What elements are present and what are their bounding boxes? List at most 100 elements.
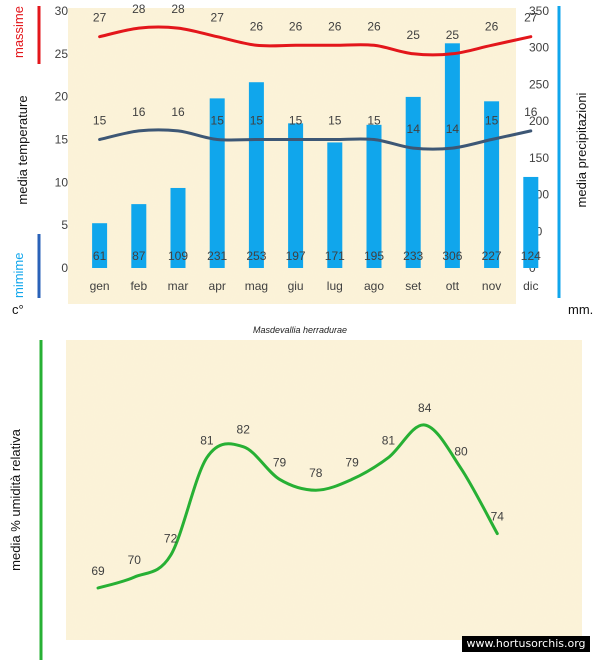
temperature-tick-label: 30 [55,4,69,18]
temperature-tick-label: 25 [55,47,69,61]
month-labels: gen feb mar apr mag giu lug ago set ott nov dic [90,279,539,293]
precip-bar-label: 87 [132,249,146,263]
humidity-label: 72 [164,531,178,545]
min-temperature-label: 15 [328,114,342,128]
min-temperature-label: 16 [524,105,538,119]
precipitation-bars [92,43,539,269]
min-temperature-label: 15 [367,114,381,128]
humidity-label: 74 [491,510,505,524]
humidity-label: 78 [309,466,323,480]
temperature-labels: 27 28 28 27 26 26 26 26 25 25 26 27 15 16 16 15 15 15 15 15… [93,2,538,136]
precip-bar-label: 227 [482,249,502,263]
month-label: ott [446,279,460,293]
precip-bar-label: 231 [207,249,227,263]
min-temperature-label: 15 [485,114,499,128]
temperature-tick-label: 20 [55,90,69,104]
max-temperature-label: 26 [250,19,264,33]
min-temperature-label: 15 [93,114,107,128]
humidity-label: 82 [237,423,251,437]
month-label: nov [482,279,501,293]
temperature-tick-label: 0 [61,261,68,275]
humidity-label: 80 [454,444,468,458]
chart-title: Masdevallia herradurae [253,325,347,335]
temperature-unit: c° [12,302,24,317]
precip-bar-label: 61 [93,249,107,263]
precip-bar-label: 233 [403,249,423,263]
temperature-axis-ticks: 0 5 10 15 20 25 30 [55,4,69,275]
temperature-axis-title: media temperature [15,95,30,204]
humidity-label: 79 [273,455,287,469]
min-temperature-label: 15 [289,114,303,128]
precip-tick-label: 300 [529,41,549,55]
max-temperature-label: 26 [485,19,499,33]
precip-tick-label: 200 [529,114,549,128]
min-temperature-label: 16 [171,105,185,119]
humidity-label: 69 [91,564,105,578]
precip-bar-label: 171 [325,249,345,263]
min-temperature-line [98,128,533,151]
precip-tick-label: 350 [529,4,549,18]
temperature-tick-label: 10 [55,175,69,189]
humidity-line [96,423,499,590]
precip-unit: mm. [568,302,593,317]
month-label: giu [288,279,304,293]
humidity-label: 81 [382,434,396,448]
month-label: mar [168,279,189,293]
humidity-label: 79 [345,455,359,469]
max-temperature-label: 26 [289,19,303,33]
month-label: apr [209,279,226,293]
precip-tick-label: 250 [529,77,549,91]
precip-bar [131,204,147,268]
temperature-tick-label: 15 [55,133,69,147]
min-temperature-label: 14 [446,122,460,136]
precip-axis-title: media precipitazioni [574,92,589,207]
month-label: dic [523,279,538,293]
min-temperature-label: 14 [407,122,421,136]
precip-bar [170,187,186,268]
precipitation-bar-labels: 61 87 109 231 253 197 171 195 233 306 227 124 [93,249,541,263]
precip-bar-label: 109 [168,249,188,263]
max-temperature-label: 26 [328,19,342,33]
precip-bar [248,82,264,269]
humidity-line-group: 69 70 72 81 82 79 78 79 81 84 80 74 [91,401,505,590]
humidity-label: 81 [200,434,214,448]
min-series-label: mimime [11,253,26,299]
precip-tick-label: 150 [529,151,549,165]
precip-bar [523,176,539,268]
max-temperature-label: 28 [171,2,185,16]
min-temperature-label: 15 [211,114,225,128]
watermark: www.hortusorchis.org [462,636,590,652]
month-label: feb [130,279,147,293]
max-temperature-label: 25 [407,28,421,42]
min-temperature-label: 16 [132,105,146,119]
precip-bar [444,43,460,269]
humidity-label: 84 [418,401,432,415]
precip-bar [405,96,421,268]
precip-bar-label: 306 [442,249,462,263]
precip-bar-label: 124 [521,249,541,263]
temperature-tick-label: 5 [61,218,68,232]
max-temperature-label: 26 [367,19,381,33]
max-temperature-label: 27 [211,11,225,25]
max-temperature-line [98,25,533,57]
max-temperature-label: 27 [93,11,107,25]
max-temperature-label: 27 [524,11,538,25]
month-label: ago [364,279,384,293]
max-temperature-label: 28 [132,2,146,16]
humidity-axis-title: media % umidità relativa [8,428,23,570]
precip-bar [484,101,500,269]
humidity-label: 70 [128,553,142,567]
month-label: set [405,279,422,293]
precip-bar-label: 195 [364,249,384,263]
precip-bar-label: 253 [246,249,266,263]
month-label: lug [327,279,343,293]
month-label: gen [90,279,110,293]
precip-bar [366,124,382,268]
precip-bar [288,123,304,269]
min-temperature-label: 15 [250,114,264,128]
temperature-lines [98,25,533,151]
precip-bar [92,223,108,268]
max-temperature-label: 25 [446,28,460,42]
month-label: mag [245,279,268,293]
